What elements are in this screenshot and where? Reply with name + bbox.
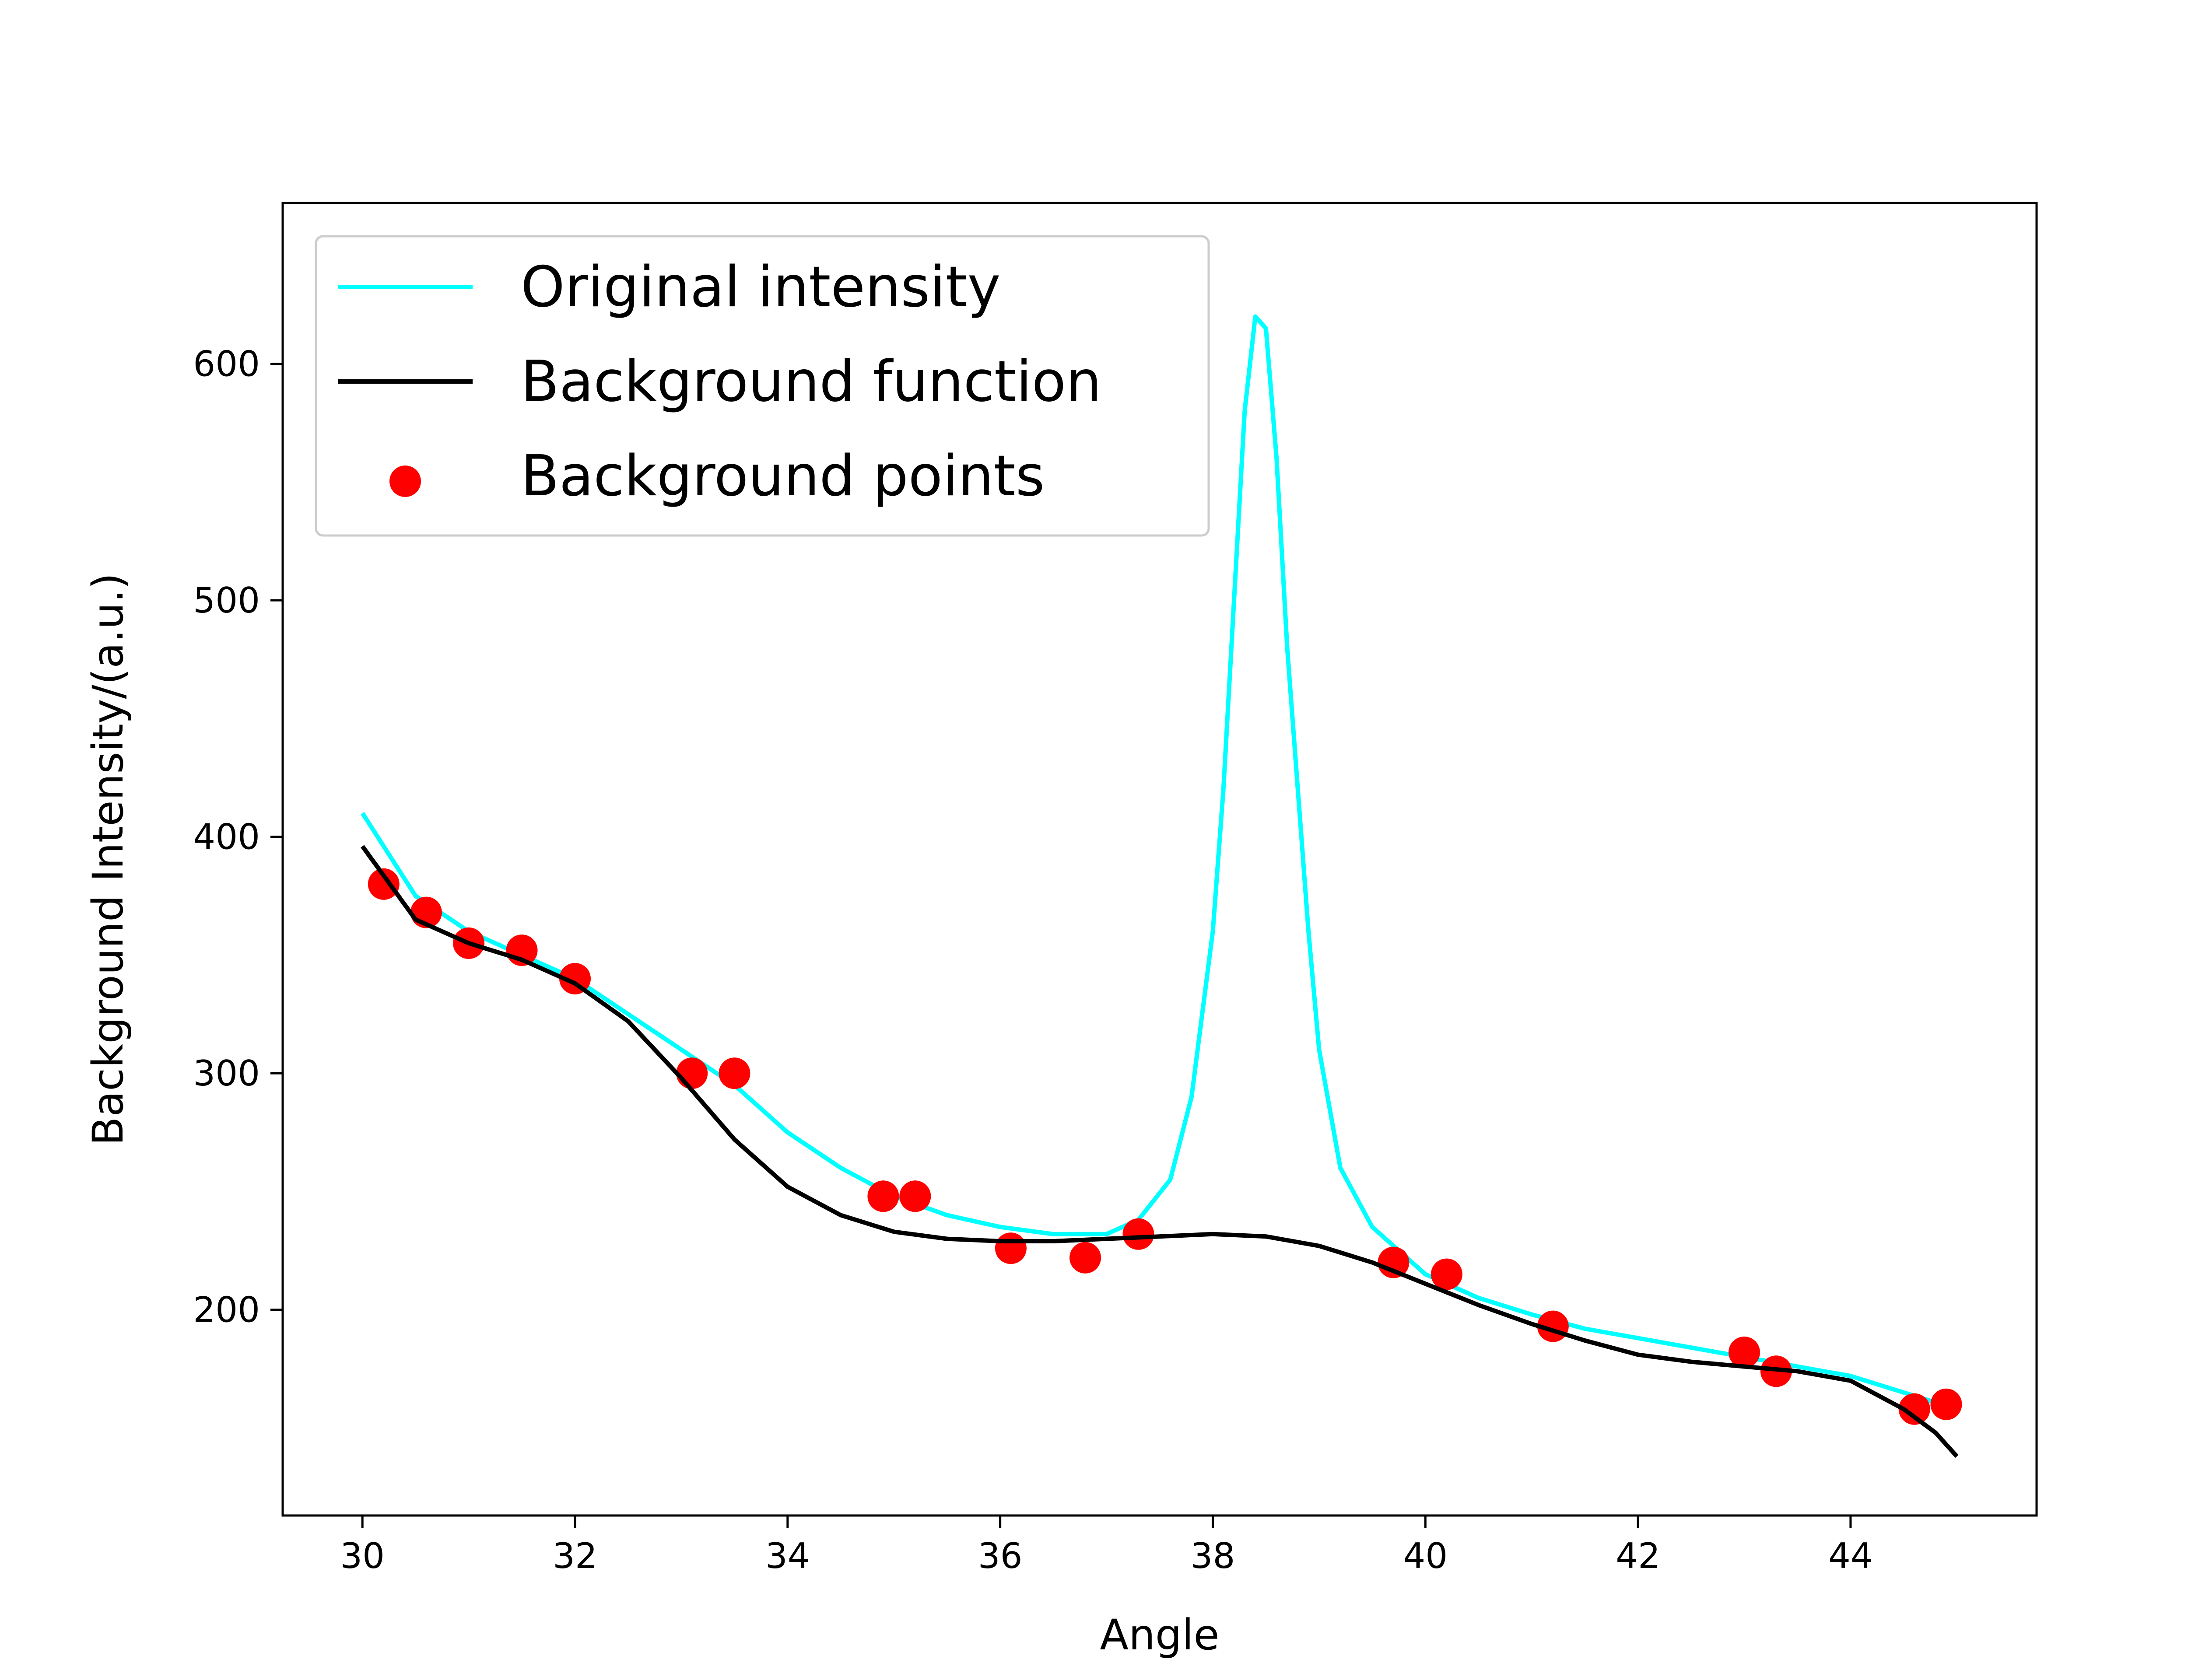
background-point [719, 1057, 750, 1089]
background-point [899, 1180, 931, 1212]
x-axis-label: Angle [1100, 1610, 1219, 1659]
legend-background-points-label: Background points [521, 444, 1045, 509]
axes: 30 32 34 36 38 40 42 44 200 300 400 500 600 [193, 344, 1873, 1576]
background-point [1431, 1258, 1462, 1290]
y-axis-label: Background Intensity/(a.u.) [84, 573, 133, 1145]
background-point [368, 868, 400, 900]
background-point [1378, 1246, 1410, 1278]
x-tick-label: 32 [553, 1536, 597, 1576]
x-tick-label: 34 [765, 1536, 810, 1576]
y-tick-label: 300 [193, 1053, 260, 1094]
plot-frame [281, 202, 2038, 1517]
series-background-function-line [361, 845, 1959, 1458]
x-tick-label: 38 [1191, 1536, 1235, 1576]
x-tick-label: 40 [1403, 1536, 1448, 1576]
background-point [1930, 1388, 1962, 1420]
legend: Original intensity Background function B… [315, 235, 1210, 537]
legend-background-points-swatch [389, 466, 421, 497]
y-tick-label: 600 [193, 344, 260, 385]
background-point [1122, 1218, 1154, 1250]
x-tick-label: 36 [978, 1536, 1023, 1576]
y-tick-label: 500 [193, 580, 260, 621]
x-tick-label: 42 [1616, 1536, 1660, 1576]
legend-frame [315, 235, 1210, 537]
background-point [1898, 1393, 1930, 1425]
x-tick-label: 44 [1828, 1536, 1873, 1576]
background-point [995, 1232, 1027, 1264]
background-point [867, 1180, 899, 1212]
legend-original-label: Original intensity [521, 255, 1001, 320]
y-tick-label: 400 [193, 817, 260, 858]
background-point [676, 1057, 708, 1089]
x-tick-label: 30 [340, 1536, 385, 1576]
legend-background-fn-label: Background function [521, 349, 1101, 414]
background-point [1729, 1337, 1760, 1368]
background-point [1069, 1242, 1101, 1274]
y-tick-label: 200 [193, 1290, 260, 1330]
plot-area [360, 314, 1962, 1458]
